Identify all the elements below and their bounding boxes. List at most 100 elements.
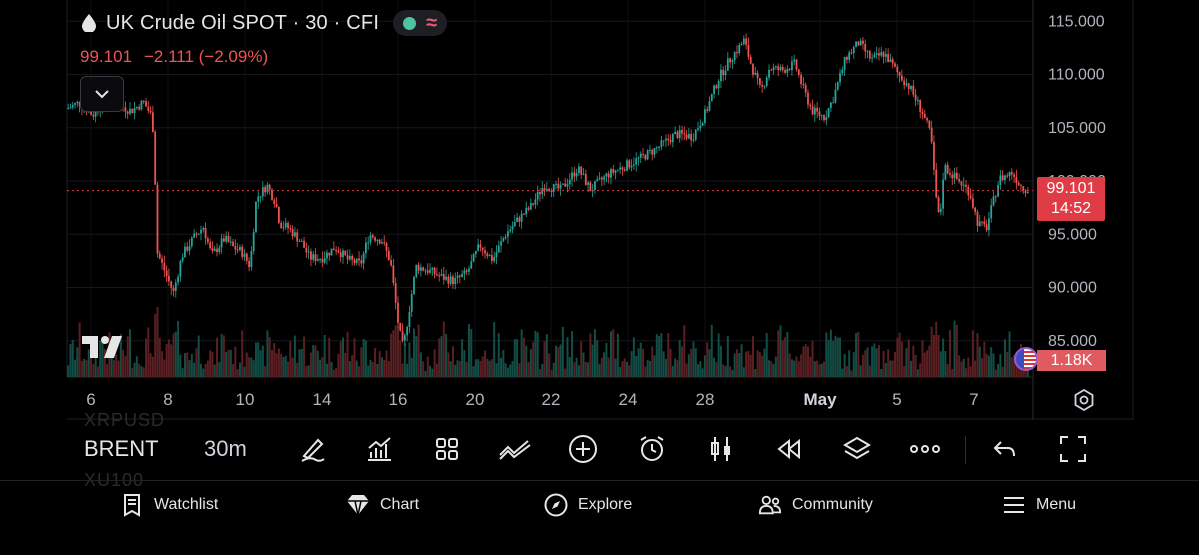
compare-icon[interactable] bbox=[498, 432, 532, 466]
candle bbox=[381, 242, 383, 244]
interval-selector[interactable]: 30m bbox=[204, 436, 247, 461]
candle bbox=[969, 195, 972, 199]
candle bbox=[912, 85, 915, 95]
alert-icon[interactable] bbox=[635, 432, 669, 466]
volume-bar bbox=[399, 339, 402, 377]
community-icon bbox=[758, 493, 782, 517]
volume-bar bbox=[218, 362, 221, 377]
volume-bar bbox=[566, 337, 569, 377]
volume-bar bbox=[284, 355, 287, 377]
candle bbox=[967, 186, 970, 196]
candle bbox=[266, 184, 269, 193]
candle bbox=[277, 207, 280, 223]
volume-bar bbox=[873, 343, 876, 377]
candle bbox=[701, 122, 704, 126]
candle bbox=[981, 221, 983, 223]
templates-icon[interactable] bbox=[430, 432, 464, 466]
status-pill[interactable]: ≈ bbox=[393, 10, 448, 36]
undo-icon[interactable] bbox=[988, 432, 1022, 466]
more-icon[interactable] bbox=[908, 432, 942, 466]
quote-change: −2.111 (−2.09%) bbox=[144, 47, 269, 66]
volume-bar bbox=[596, 340, 599, 377]
candle bbox=[804, 84, 807, 93]
volume-bar bbox=[520, 329, 523, 377]
candle bbox=[362, 253, 365, 264]
volume-bar bbox=[946, 363, 949, 377]
symbol-title[interactable]: UK Crude Oil SPOT · 30 · CFI bbox=[106, 11, 380, 34]
nav-explore[interactable]: Explore bbox=[544, 493, 632, 517]
candle bbox=[834, 89, 837, 103]
candle bbox=[337, 250, 340, 253]
indicators-icon[interactable] bbox=[362, 432, 396, 466]
volume-bar bbox=[234, 346, 237, 377]
volume-bar bbox=[177, 320, 180, 377]
axis-settings-icon[interactable] bbox=[1072, 388, 1096, 412]
candle bbox=[383, 242, 386, 244]
volume-bar bbox=[600, 357, 603, 377]
volume-bar bbox=[811, 340, 814, 377]
candle-type-icon[interactable] bbox=[704, 432, 738, 466]
fullscreen-icon[interactable] bbox=[1056, 432, 1090, 466]
candle bbox=[639, 153, 642, 158]
candle bbox=[470, 261, 473, 269]
volume-bar bbox=[568, 357, 571, 377]
candle bbox=[376, 239, 379, 241]
nav-chart[interactable]: Chart bbox=[346, 493, 419, 517]
candle bbox=[903, 80, 906, 86]
volume-bar bbox=[124, 356, 127, 377]
nav-menu[interactable]: Menu bbox=[1002, 493, 1076, 517]
volume-bar bbox=[852, 352, 855, 377]
chevron-down-icon bbox=[95, 90, 109, 99]
x-tick-label: 24 bbox=[619, 390, 638, 409]
volume-bar bbox=[557, 347, 560, 377]
volume-bar bbox=[607, 357, 610, 377]
draw-icon[interactable] bbox=[296, 432, 330, 466]
candle bbox=[479, 244, 482, 248]
candle bbox=[887, 54, 890, 63]
candle bbox=[149, 110, 152, 113]
volume-bar bbox=[445, 333, 448, 377]
collapse-legend-button[interactable] bbox=[80, 76, 124, 112]
replay-icon[interactable] bbox=[772, 432, 806, 466]
candle bbox=[1022, 186, 1025, 191]
candle bbox=[988, 218, 990, 231]
symbol-selector[interactable]: BRENT bbox=[84, 436, 159, 461]
volume-bar bbox=[616, 333, 619, 377]
volume-bar bbox=[882, 350, 885, 377]
volume-bar bbox=[128, 329, 131, 377]
layers-icon[interactable] bbox=[840, 432, 874, 466]
volume-bar bbox=[92, 364, 95, 377]
candle bbox=[610, 169, 612, 178]
volume-bar bbox=[376, 363, 379, 377]
wave-icon: ≈ bbox=[426, 12, 438, 34]
candle bbox=[905, 83, 908, 86]
candle bbox=[855, 41, 857, 48]
candle bbox=[124, 107, 127, 112]
candle bbox=[889, 59, 892, 63]
candle bbox=[502, 238, 505, 242]
candle bbox=[351, 256, 354, 260]
volume-bar bbox=[197, 335, 200, 377]
candle bbox=[697, 128, 699, 130]
volume-bar bbox=[241, 330, 244, 377]
nav-watchlist[interactable]: Watchlist bbox=[120, 493, 218, 517]
us-flag-icon[interactable] bbox=[1014, 347, 1038, 371]
candle bbox=[937, 197, 940, 213]
candle bbox=[637, 157, 640, 159]
volume-bar bbox=[259, 350, 262, 377]
volume-bar bbox=[889, 360, 892, 377]
volume-bar bbox=[781, 340, 784, 377]
candle bbox=[513, 221, 516, 227]
nav-community[interactable]: Community bbox=[758, 493, 873, 517]
candle bbox=[550, 190, 553, 192]
add-icon[interactable] bbox=[566, 432, 600, 466]
volume-bar bbox=[149, 353, 152, 377]
volume-bar bbox=[761, 355, 764, 377]
volume-bar bbox=[710, 324, 713, 377]
volume-bar bbox=[660, 333, 663, 377]
volume-bar bbox=[289, 341, 292, 377]
candle bbox=[188, 246, 191, 251]
price-chart[interactable]: 115.000110.000105.000100.00095.00090.000… bbox=[0, 0, 1199, 420]
candle bbox=[882, 52, 885, 57]
candle bbox=[939, 208, 942, 213]
